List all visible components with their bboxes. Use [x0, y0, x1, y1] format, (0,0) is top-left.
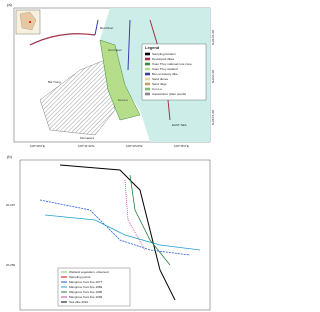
inset-land [19, 11, 37, 31]
legend-label: Sand dunes [152, 77, 169, 81]
legend-swatch [145, 87, 150, 91]
front-1995 [129, 174, 171, 266]
place-label: Con Ngan [108, 48, 122, 52]
legend-swatch [145, 52, 150, 56]
lat-tick-label: 20°13'20"N [211, 110, 215, 125]
legend-label: Xuan Thuy wetland [152, 67, 178, 71]
inset-marker [29, 21, 31, 23]
place-label: Kilometers [80, 136, 95, 140]
legend-label: Mangrove front line 1999 [69, 295, 103, 299]
sea-dike [59, 164, 176, 301]
legend-label: Aquaculture (clam ponds) [152, 92, 186, 96]
legend-swatch [145, 72, 150, 76]
lat-tick-label: 20°16'40"N [211, 30, 215, 45]
place-label: Con Lu [118, 98, 128, 102]
lat-ticks: 20°16'40"N 20°15'0"N 20°13'20"N [211, 30, 215, 125]
legend-swatch [145, 77, 150, 81]
front-1989 [44, 214, 201, 251]
lon-tick-label: 106°35'0"E [174, 144, 189, 148]
wetland [99, 39, 141, 121]
panel-b: (b) Wetland vegetation, observedSampling… [6, 154, 211, 311]
legend-label: Sampling points [69, 275, 91, 279]
front-1977 [39, 199, 191, 256]
legend-swatch [145, 62, 150, 66]
legend-label: Con Lu [152, 87, 162, 91]
legend-box [57, 267, 131, 307]
legend-label: Xuan Thuy national core zone [152, 62, 192, 66]
place-label: Bai Trong [48, 80, 61, 84]
legend-swatch [145, 92, 150, 96]
legend-label: Sea dike 2010 [69, 300, 89, 304]
legend-swatch [145, 57, 150, 61]
legend-label: Sand ridge [152, 82, 167, 86]
panel-label: (b) [7, 154, 13, 159]
legend-label: Mangrove front line 1977 [69, 280, 103, 284]
lon-tick-label: 106°31'40"E [78, 144, 95, 148]
legend-box [141, 43, 207, 101]
dike [29, 33, 96, 46]
legend-swatch [145, 67, 150, 71]
river [94, 19, 131, 71]
lon-tick-label: 106°33'20"E [126, 144, 143, 148]
legend-label: Mangrove front line 1989 [69, 285, 103, 289]
place-labels: Bai Trong Con Ngan Con Lu EAST SEA Red River… [48, 26, 187, 140]
lat-tick-label: 20.250 [6, 263, 16, 267]
legend-label: Mangrove front line 1995 [69, 290, 103, 294]
legend-label: Sampling location [152, 52, 176, 56]
place-label: Red River [100, 26, 113, 30]
lon-tick-label: 106°30'0"E [30, 144, 45, 148]
front-1999 [124, 179, 146, 251]
lon-ticks: 106°30'0"E 106°31'40"E 106°33'20"E 106°35'0… [30, 144, 189, 148]
lat-tick-label: 20°15'0"N [211, 70, 215, 83]
lat-ticks: 20.267 20.250 [6, 203, 16, 267]
panel-label: (a) [7, 2, 13, 7]
lat-tick-label: 20.267 [6, 203, 16, 207]
place-label: EAST SEA [172, 123, 187, 127]
legend-label: Developed dikes [152, 57, 175, 61]
legend-title: Legend [145, 45, 160, 50]
legend-label: Ba Lat estuary dike [152, 72, 178, 76]
legend-swatch [145, 82, 150, 86]
legend-label: Wetland vegetation, observed [69, 270, 109, 274]
aquaculture [39, 59, 116, 136]
